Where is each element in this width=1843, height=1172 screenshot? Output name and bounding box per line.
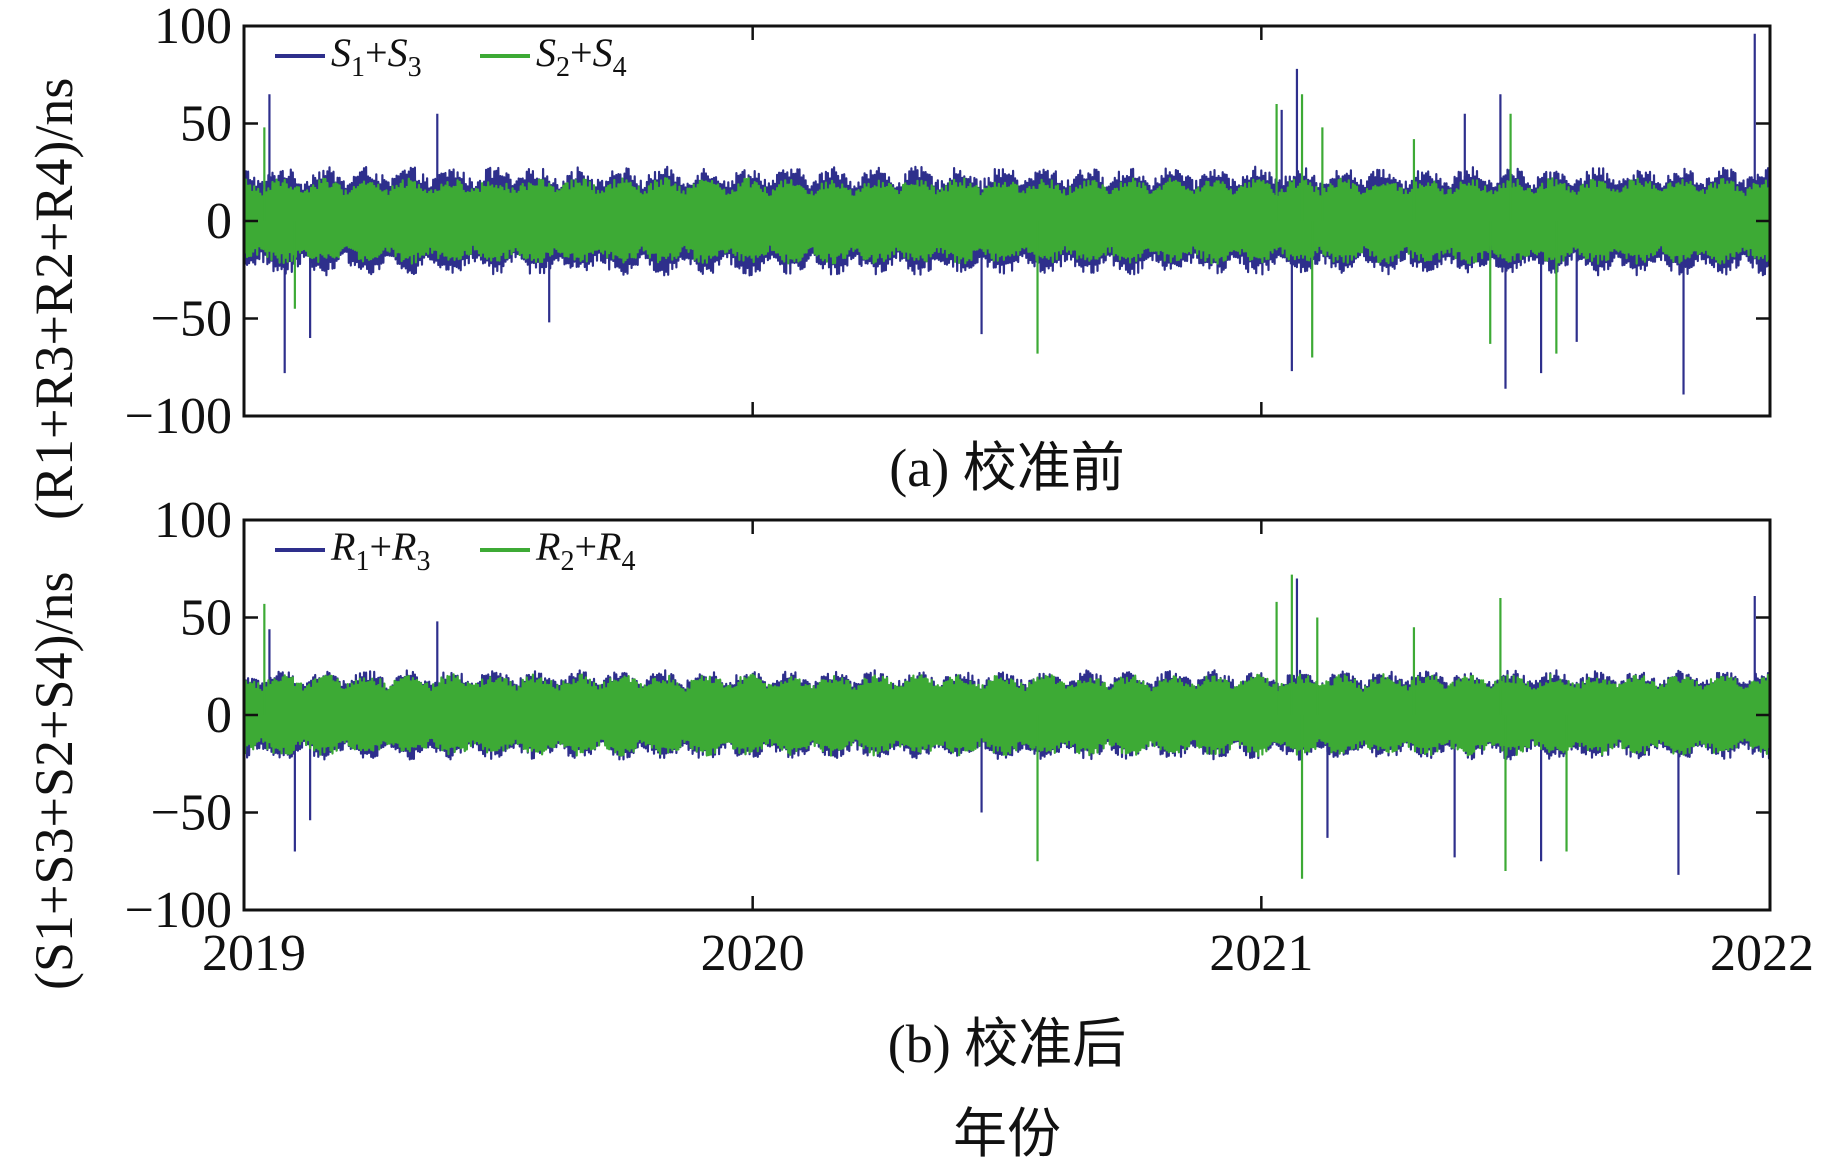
x-tick-label: 2022 (1710, 925, 1814, 982)
y-axis-title-bottom: (S1+S3+S2+S4)/ns (24, 572, 84, 990)
plot-area-a (244, 33, 1770, 395)
x-ticks-b: 2019 2020 2021 2022 (202, 520, 1814, 982)
series-line-r2-plus-r4 (244, 673, 1770, 757)
panel-b: 100 50 0 −50 −100 2019 2020 2021 2022 R1+R3 R2+R… (125, 492, 1814, 1074)
y-tick-label: 0 (206, 193, 232, 250)
y-axis-title-top: (R1+R3+R2+R4)/ns (24, 78, 84, 520)
caption-a: (a) 校准前 (889, 438, 1124, 498)
legend-label: R1+R3 (330, 524, 430, 577)
series-line-r1-plus-r3 (244, 669, 1770, 761)
y-tick-label: −100 (125, 388, 232, 445)
legend-label: R2+R4 (535, 524, 635, 577)
x-tick-label: 2019 (202, 925, 306, 982)
caption-b: (b) 校准后 (888, 1014, 1126, 1074)
legend-label: S2+S4 (536, 30, 627, 83)
x-axis-title: 年份 (953, 1104, 1061, 1164)
y-tick-label: 50 (180, 590, 232, 647)
x-tick-label: 2021 (1209, 925, 1313, 982)
y-tick-label: 0 (206, 687, 232, 744)
y-tick-label: −50 (151, 291, 232, 348)
plot-area-b (244, 574, 1770, 879)
y-tick-label: −50 (151, 785, 232, 842)
y-tick-label: 100 (154, 492, 232, 549)
series-line-s1-plus-s3 (244, 165, 1770, 277)
y-ticks-a: 100 50 0 −50 −100 (125, 0, 1770, 445)
y-tick-label: −100 (125, 882, 232, 939)
legend-a: S1+S3 S2+S4 (275, 30, 627, 83)
panel-a: 100 50 0 −50 −100 S1+S3 S2+S4 (a) 校准前 (125, 0, 1772, 498)
y-ticks-b: 100 50 0 −50 −100 (125, 492, 1770, 939)
x-ticks-a (242, 26, 1772, 416)
legend-label: S1+S3 (331, 30, 422, 83)
legend-b: R1+R3 R2+R4 (275, 524, 635, 577)
y-axis-title: (S1+S3+S2+S4)/ns (R1+R3+R2+R4)/ns (24, 78, 84, 990)
y-tick-label: 50 (180, 96, 232, 153)
x-tick-label: 2020 (701, 925, 805, 982)
y-tick-label: 100 (154, 0, 232, 55)
series-line-s2-plus-s4 (244, 177, 1770, 265)
